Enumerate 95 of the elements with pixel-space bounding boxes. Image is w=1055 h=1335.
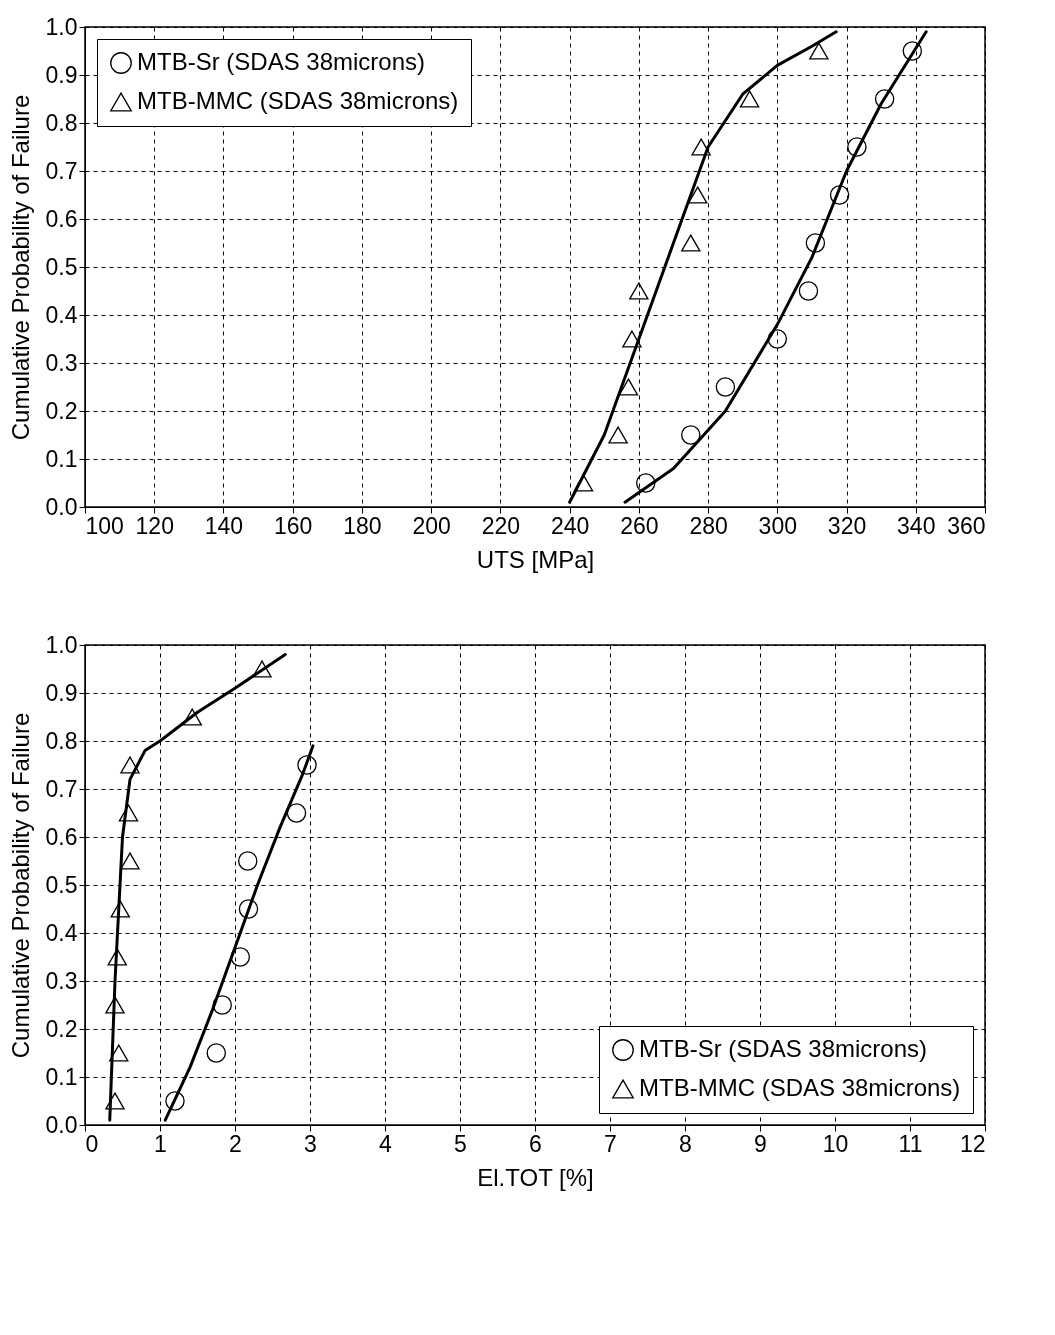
y-tick-label: 0.0 — [45, 493, 78, 520]
y-tick-label: 0.0 — [45, 1111, 78, 1138]
point — [182, 708, 202, 726]
y-tick-label: 0.4 — [45, 301, 78, 328]
point — [636, 473, 656, 493]
point — [805, 233, 826, 253]
x-tick-label: 240 — [550, 512, 590, 539]
y-axis-title: Cumulative Probability of Failure — [6, 94, 34, 441]
y-tick-label: 0.3 — [45, 349, 78, 376]
point — [687, 186, 708, 204]
point — [206, 1043, 226, 1063]
x-tick-label: 1 — [154, 1130, 167, 1157]
x-tick-label: 4 — [379, 1130, 393, 1157]
x-tick-label: 7 — [604, 1130, 617, 1157]
point — [238, 899, 259, 919]
point — [902, 41, 923, 61]
point — [767, 329, 788, 349]
point — [874, 89, 895, 109]
y-tick-label: 0.4 — [45, 919, 78, 946]
y-tick-label: 0.5 — [45, 871, 78, 898]
y-tick-label: 0.6 — [45, 205, 78, 232]
point — [109, 1044, 129, 1062]
y-tick-label: 0.1 — [45, 445, 78, 472]
x-axis-title: UTS [MPa] — [476, 545, 595, 573]
y-axis-title: Cumulative Probability of Failure — [6, 712, 34, 1059]
x-tick-label: 220 — [481, 512, 521, 539]
x-tick-label: 12 — [959, 1130, 986, 1157]
x-tick-label: 160 — [274, 512, 313, 539]
point — [573, 474, 594, 492]
x-tick-label: 280 — [689, 512, 728, 539]
point — [622, 330, 642, 348]
x-tick-label: 11 — [898, 1130, 923, 1157]
point — [165, 1091, 185, 1111]
y-tick-label: 0.7 — [45, 775, 78, 802]
point — [105, 1092, 125, 1110]
y-tick-label: 0.1 — [45, 1063, 78, 1090]
point — [608, 426, 628, 444]
point — [110, 900, 130, 918]
x-tick-label: 9 — [754, 1130, 767, 1157]
y-tick-label: 0.3 — [45, 967, 78, 994]
x-tick-label: 0 — [85, 1130, 99, 1157]
y-tick-label: 0.2 — [45, 1015, 78, 1042]
point — [120, 756, 140, 774]
y-tick-label: 0.6 — [45, 823, 78, 850]
point — [105, 996, 125, 1014]
point — [681, 234, 701, 252]
y-tick-label: 0.8 — [45, 109, 78, 136]
x-tick-label: 3 — [304, 1130, 317, 1157]
x-tick-label: 340 — [897, 512, 936, 539]
legend-label: MTB-MMC (SDAS 38microns) — [639, 1074, 961, 1101]
point — [107, 948, 127, 966]
point — [252, 660, 272, 678]
x-tick-label: 200 — [412, 512, 451, 539]
point — [847, 137, 867, 157]
point — [120, 852, 140, 870]
point — [238, 851, 258, 871]
legend-label: MTB-Sr (SDAS 38microns) — [639, 1035, 928, 1062]
point — [629, 282, 649, 300]
x-tick-label: 120 — [135, 512, 174, 539]
point — [798, 281, 819, 301]
x-axis-title: El.TOT [%] — [477, 1163, 594, 1191]
y-tick-label: 1.0 — [45, 13, 78, 40]
y-tick-label: 1.0 — [45, 631, 78, 658]
point — [118, 804, 139, 822]
x-tick-label: 320 — [827, 512, 867, 539]
x-tick-label: 140 — [204, 512, 244, 539]
point — [809, 42, 829, 60]
y-tick-label: 0.5 — [45, 253, 78, 280]
point — [829, 185, 850, 205]
legend-label: MTB-MMC (SDAS 38microns) — [137, 87, 459, 114]
y-tick-label: 0.8 — [45, 727, 78, 754]
x-tick-label: 5 — [454, 1130, 467, 1157]
x-tick-label: 8 — [679, 1130, 692, 1157]
point — [681, 425, 701, 445]
y-tick-label: 0.2 — [45, 397, 78, 424]
x-tick-label: 300 — [758, 512, 797, 539]
point — [212, 995, 232, 1015]
point — [739, 90, 760, 108]
x-tick-label: 2 — [229, 1130, 242, 1157]
x-tick-label: 100 — [85, 512, 124, 539]
point — [286, 803, 307, 823]
y-tick-label: 0.9 — [45, 679, 78, 706]
x-tick-label: 6 — [529, 1130, 542, 1157]
y-tick-label: 0.7 — [45, 157, 78, 184]
point — [715, 377, 736, 397]
x-tick-label: 10 — [822, 1130, 849, 1157]
point — [691, 138, 711, 156]
legend-label: MTB-Sr (SDAS 38microns) — [137, 48, 426, 75]
x-tick-label: 260 — [620, 512, 659, 539]
x-tick-label: 360 — [947, 512, 986, 539]
y-tick-label: 0.9 — [45, 61, 78, 88]
point — [230, 947, 250, 967]
point — [297, 755, 317, 775]
x-tick-label: 180 — [343, 512, 382, 539]
point — [618, 378, 639, 396]
